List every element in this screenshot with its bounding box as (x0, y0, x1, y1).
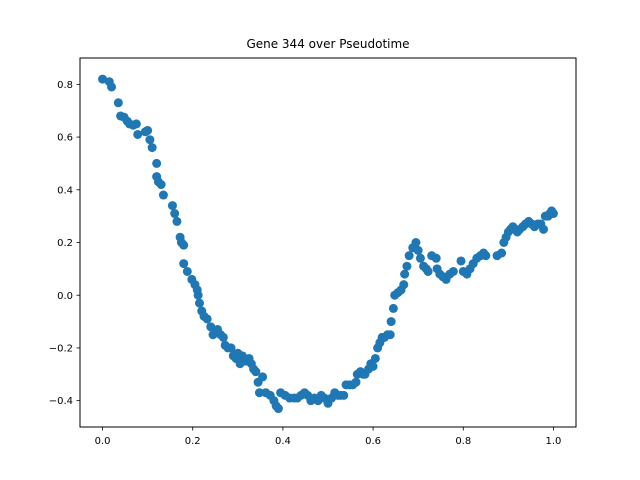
y-tick-label: 0.0 (57, 291, 73, 302)
x-axis-ticks: 0.0 0.2 0.4 0.6 0.8 1.0 (95, 427, 562, 447)
data-point (182, 266, 192, 276)
data-point (386, 317, 396, 327)
data-point (131, 119, 141, 129)
data-point (194, 298, 204, 308)
x-tick-label: 0.4 (275, 436, 291, 447)
data-point (254, 388, 264, 398)
data-point (402, 261, 412, 271)
data-point (202, 314, 212, 324)
data-point (147, 143, 157, 153)
data-point (539, 224, 549, 234)
x-tick-label: 0.2 (185, 436, 201, 447)
data-point (98, 74, 108, 84)
data-point (399, 280, 409, 290)
data-point (423, 266, 433, 276)
data-point (548, 209, 558, 219)
data-point (156, 180, 166, 190)
data-point (145, 135, 155, 145)
data-point (193, 290, 203, 300)
data-point (400, 269, 410, 279)
y-tick-label: 0.2 (57, 238, 73, 249)
data-point (404, 251, 414, 261)
data-point (218, 332, 228, 342)
x-tick-label: 0.8 (455, 436, 471, 447)
data-point (388, 303, 398, 313)
data-point (339, 390, 349, 400)
data-point (179, 240, 189, 250)
data-point (413, 245, 423, 255)
data-point (258, 372, 268, 382)
data-point (226, 343, 236, 353)
data-point (411, 238, 421, 247)
data-point (179, 259, 189, 269)
data-point (172, 216, 182, 226)
data-point (481, 251, 491, 261)
data-point (385, 330, 395, 340)
y-tick-label: 0.8 (57, 80, 73, 91)
y-tick-label: 0.4 (57, 185, 73, 196)
y-tick-label: 0.6 (57, 133, 73, 144)
data-point (370, 353, 380, 363)
y-axis-ticks: −0.4 −0.2 0.0 0.2 0.4 0.6 0.8 (49, 80, 80, 407)
data-point (456, 256, 466, 266)
data-point (368, 361, 378, 371)
data-point (167, 201, 177, 211)
plot-area-frame (79, 57, 577, 428)
data-point (113, 98, 123, 108)
chart-title: Gene 344 over Pseudotime (246, 37, 409, 51)
data-point (497, 248, 507, 258)
x-tick-label: 0.6 (365, 436, 381, 447)
data-point (448, 266, 458, 276)
data-point (107, 82, 117, 92)
data-point (431, 253, 441, 263)
data-point (415, 253, 425, 263)
data-point (251, 367, 261, 377)
x-tick-label: 1.0 (546, 436, 562, 447)
data-point (158, 190, 168, 200)
y-tick-label: −0.2 (49, 344, 73, 355)
y-tick-label: −0.4 (49, 396, 73, 407)
data-points (98, 74, 558, 414)
data-point (143, 125, 153, 135)
data-point (273, 404, 283, 414)
x-tick-label: 0.0 (95, 436, 111, 447)
data-point (351, 377, 361, 387)
data-point (170, 209, 180, 219)
data-point (152, 158, 162, 168)
data-point (133, 129, 143, 139)
